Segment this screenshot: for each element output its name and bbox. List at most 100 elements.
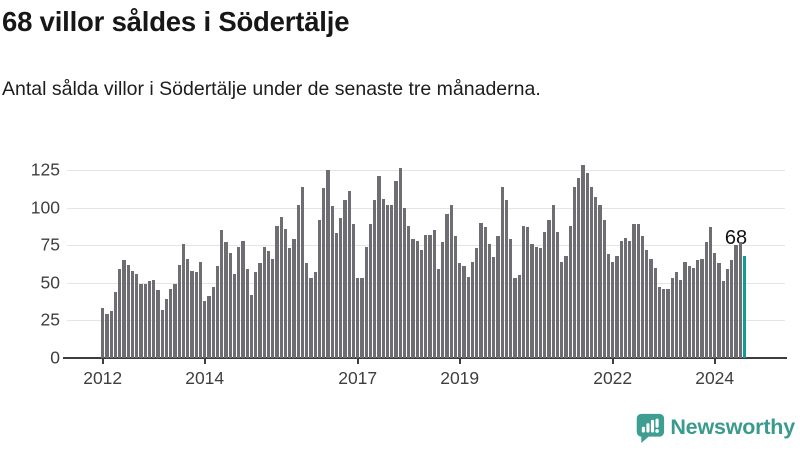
- bar-chart-plot-area: 68 0 25 50 75 100 125 2012 2014 2017 2019 2022 2024: [31, 150, 787, 388]
- bar: [156, 290, 160, 358]
- bar: [385, 204, 390, 358]
- bar: [224, 242, 228, 358]
- x-axis-line: [63, 357, 787, 359]
- bar: [381, 198, 385, 358]
- y-axis-tick-label: 75: [40, 234, 60, 255]
- bar: [262, 246, 266, 358]
- bar: [458, 263, 462, 358]
- bar: [258, 263, 262, 358]
- bar: [105, 314, 109, 358]
- bar: [441, 242, 445, 358]
- bar: [228, 252, 232, 358]
- bar: [730, 260, 734, 358]
- x-axis-tick-label: 2022: [593, 368, 633, 388]
- x-axis-tick-label: 2012: [83, 368, 123, 388]
- bar: [526, 227, 530, 358]
- bar: [300, 186, 305, 358]
- bar: [194, 272, 198, 358]
- bar: [687, 266, 691, 358]
- bar: [211, 287, 215, 358]
- bar: [419, 249, 424, 358]
- bar: [126, 264, 130, 358]
- bar: [521, 225, 526, 358]
- bar: [377, 176, 381, 358]
- bar: [398, 168, 402, 358]
- bar: [402, 207, 407, 358]
- bar: [708, 227, 713, 358]
- bar: [322, 188, 326, 358]
- bar: [717, 263, 721, 358]
- bar: [568, 225, 572, 358]
- bar: [368, 224, 373, 358]
- y-axis-tick-label: 125: [30, 159, 60, 180]
- bar: [713, 252, 717, 358]
- bar: [198, 261, 203, 358]
- newsworthy-icon: [637, 413, 665, 443]
- bar: [266, 251, 271, 358]
- bar: [288, 248, 292, 358]
- bar: [619, 240, 623, 358]
- x-axis-tick: [611, 358, 614, 364]
- bar: [164, 299, 169, 358]
- bar: [130, 270, 135, 358]
- bar: [462, 266, 466, 358]
- bar: [432, 230, 436, 358]
- bar: [543, 231, 547, 358]
- bar: [628, 240, 632, 358]
- bar: [139, 284, 143, 358]
- bar: [513, 278, 517, 358]
- bar: [466, 276, 470, 358]
- bar: [649, 258, 653, 358]
- bar: [411, 239, 415, 358]
- x-axis-tick: [356, 358, 359, 364]
- bar: [721, 281, 725, 358]
- bar: [589, 186, 594, 358]
- bar: [653, 267, 657, 358]
- bar: [241, 240, 245, 358]
- bar: [691, 267, 696, 358]
- bar: [615, 255, 619, 358]
- bar: [271, 258, 275, 358]
- newsworthy-wordmark: Newsworthy: [670, 415, 795, 439]
- bar: [339, 218, 343, 358]
- bar: [249, 294, 254, 358]
- x-axis-tick: [101, 358, 104, 364]
- bar: [598, 204, 602, 358]
- y-axis-tick-label: 0: [50, 347, 60, 368]
- bar: [428, 234, 432, 358]
- bar: [254, 272, 258, 358]
- bar: [636, 224, 640, 358]
- bar: [606, 254, 611, 358]
- bar: [292, 239, 296, 358]
- bar: [245, 269, 249, 358]
- bar: [602, 219, 606, 358]
- bar: [564, 255, 568, 358]
- y-axis-tick-label: 50: [40, 272, 60, 293]
- bar: [696, 260, 700, 358]
- bar: [530, 243, 534, 358]
- bar: [364, 246, 368, 358]
- bar: [547, 219, 551, 358]
- bar: [279, 216, 283, 358]
- bar: [479, 222, 483, 358]
- bar: [445, 213, 449, 358]
- bar: [135, 273, 139, 358]
- bar: [190, 270, 194, 358]
- bar: [475, 248, 479, 358]
- x-axis-tick-label: 2019: [440, 368, 480, 388]
- bar: [657, 287, 662, 358]
- bar: [534, 246, 538, 358]
- bar: [572, 186, 577, 358]
- bar: [449, 204, 453, 358]
- y-axis-tick-label: 25: [40, 309, 60, 330]
- bar: [186, 258, 190, 358]
- bar: [679, 279, 683, 358]
- bar: [704, 242, 708, 358]
- bar: [373, 200, 377, 358]
- bar: [645, 249, 649, 358]
- bar: [143, 284, 147, 358]
- bar: [738, 242, 742, 358]
- x-axis-tick-label: 2014: [185, 368, 225, 388]
- bar: [407, 225, 411, 358]
